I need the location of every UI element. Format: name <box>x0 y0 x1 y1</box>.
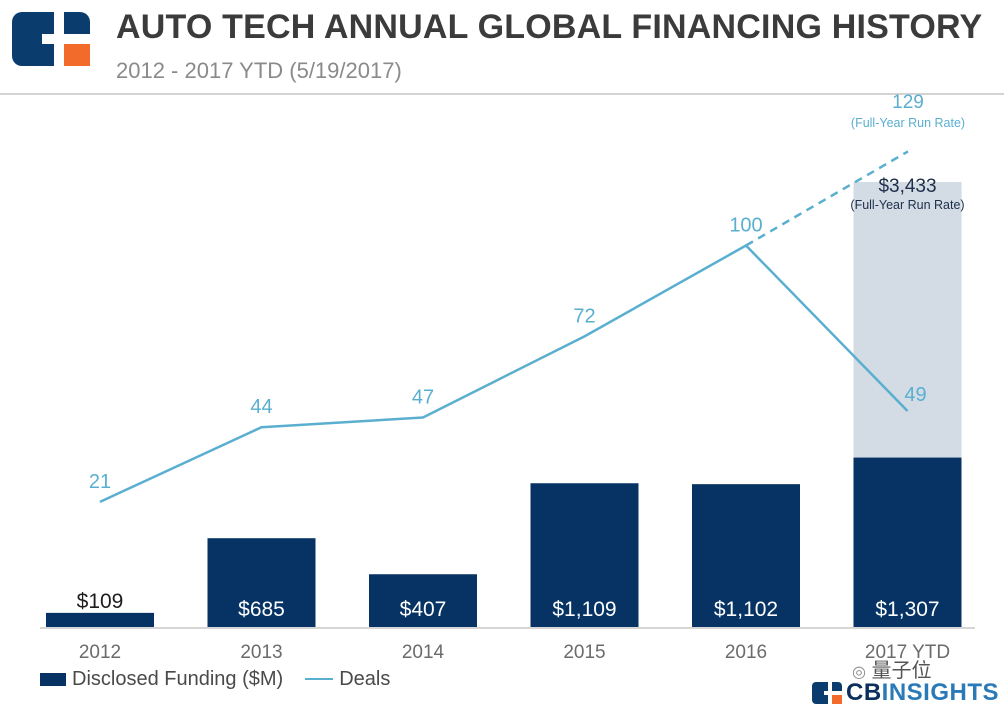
bar-2015 <box>530 483 639 627</box>
deals-value-label: 72 <box>573 305 595 327</box>
x-tick-label: 2016 <box>725 642 767 663</box>
deals-series-line <box>99 244 909 503</box>
bar-2014 <box>369 574 477 627</box>
run-rate-funding-note: (Full-Year Run Rate) <box>850 198 964 212</box>
bar-value-label: $685 <box>238 598 285 621</box>
x-tick-label: 2014 <box>402 642 445 663</box>
x-tick-label: 2013 <box>240 642 282 663</box>
bar-2016 <box>692 484 800 627</box>
run-rate-deals-label: 129 <box>892 92 924 113</box>
bar-2012 <box>46 612 154 627</box>
deals-value-label: 49 <box>904 384 926 406</box>
wechat-icon: ◎ <box>852 664 866 681</box>
x-tick-label: 2017 YTD <box>865 642 950 663</box>
bar-value-label: $1,307 <box>875 598 939 621</box>
brand-name: CBINSIGHTS <box>846 679 1000 706</box>
deals-value-label: 47 <box>412 386 434 408</box>
chart-header: AUTO TECH ANNUAL GLOBAL FINANCING HISTOR… <box>0 0 1004 95</box>
legend-funding-swatch <box>40 672 66 686</box>
bar-value-label: $407 <box>400 598 447 621</box>
legend-deals-swatch <box>305 678 334 680</box>
deals-value-label: 44 <box>250 396 272 418</box>
legend-funding-label: Disclosed Funding ($M) <box>72 667 284 690</box>
header-divider <box>0 93 1004 95</box>
bar-value-label: $1,109 <box>552 598 616 621</box>
chart-title: AUTO TECH ANNUAL GLOBAL FINANCING HISTOR… <box>116 8 983 46</box>
brand-footer: CBINSIGHTS <box>812 678 999 708</box>
bar-2017-ytd <box>853 457 962 627</box>
chart-legend: Disclosed Funding ($M) Deals <box>40 666 390 692</box>
run-rate-funding-label: $3,433 <box>878 176 936 197</box>
watermark: ◎ 量子位 <box>852 654 932 683</box>
cb-insights-logo-icon <box>12 12 90 66</box>
bar-value-label: $109 <box>77 590 124 613</box>
chart-subtitle: 2012 - 2017 YTD (5/19/2017) <box>116 58 402 83</box>
brand-logo-icon <box>812 682 842 704</box>
x-tick-label: 2015 <box>563 642 605 663</box>
deals-value-label: 21 <box>89 471 111 493</box>
run-rate-deals-note: (Full-Year Run Rate) <box>851 116 965 130</box>
deals-value-label: 100 <box>729 215 762 237</box>
bar-2013 <box>207 538 316 627</box>
watermark-text: 量子位 <box>871 660 932 682</box>
x-tick-label: 2012 <box>79 642 121 663</box>
legend-deals-label: Deals <box>339 667 391 690</box>
bar-value-label: $1,102 <box>714 598 778 621</box>
deals-projection-dashed-line <box>745 150 909 247</box>
